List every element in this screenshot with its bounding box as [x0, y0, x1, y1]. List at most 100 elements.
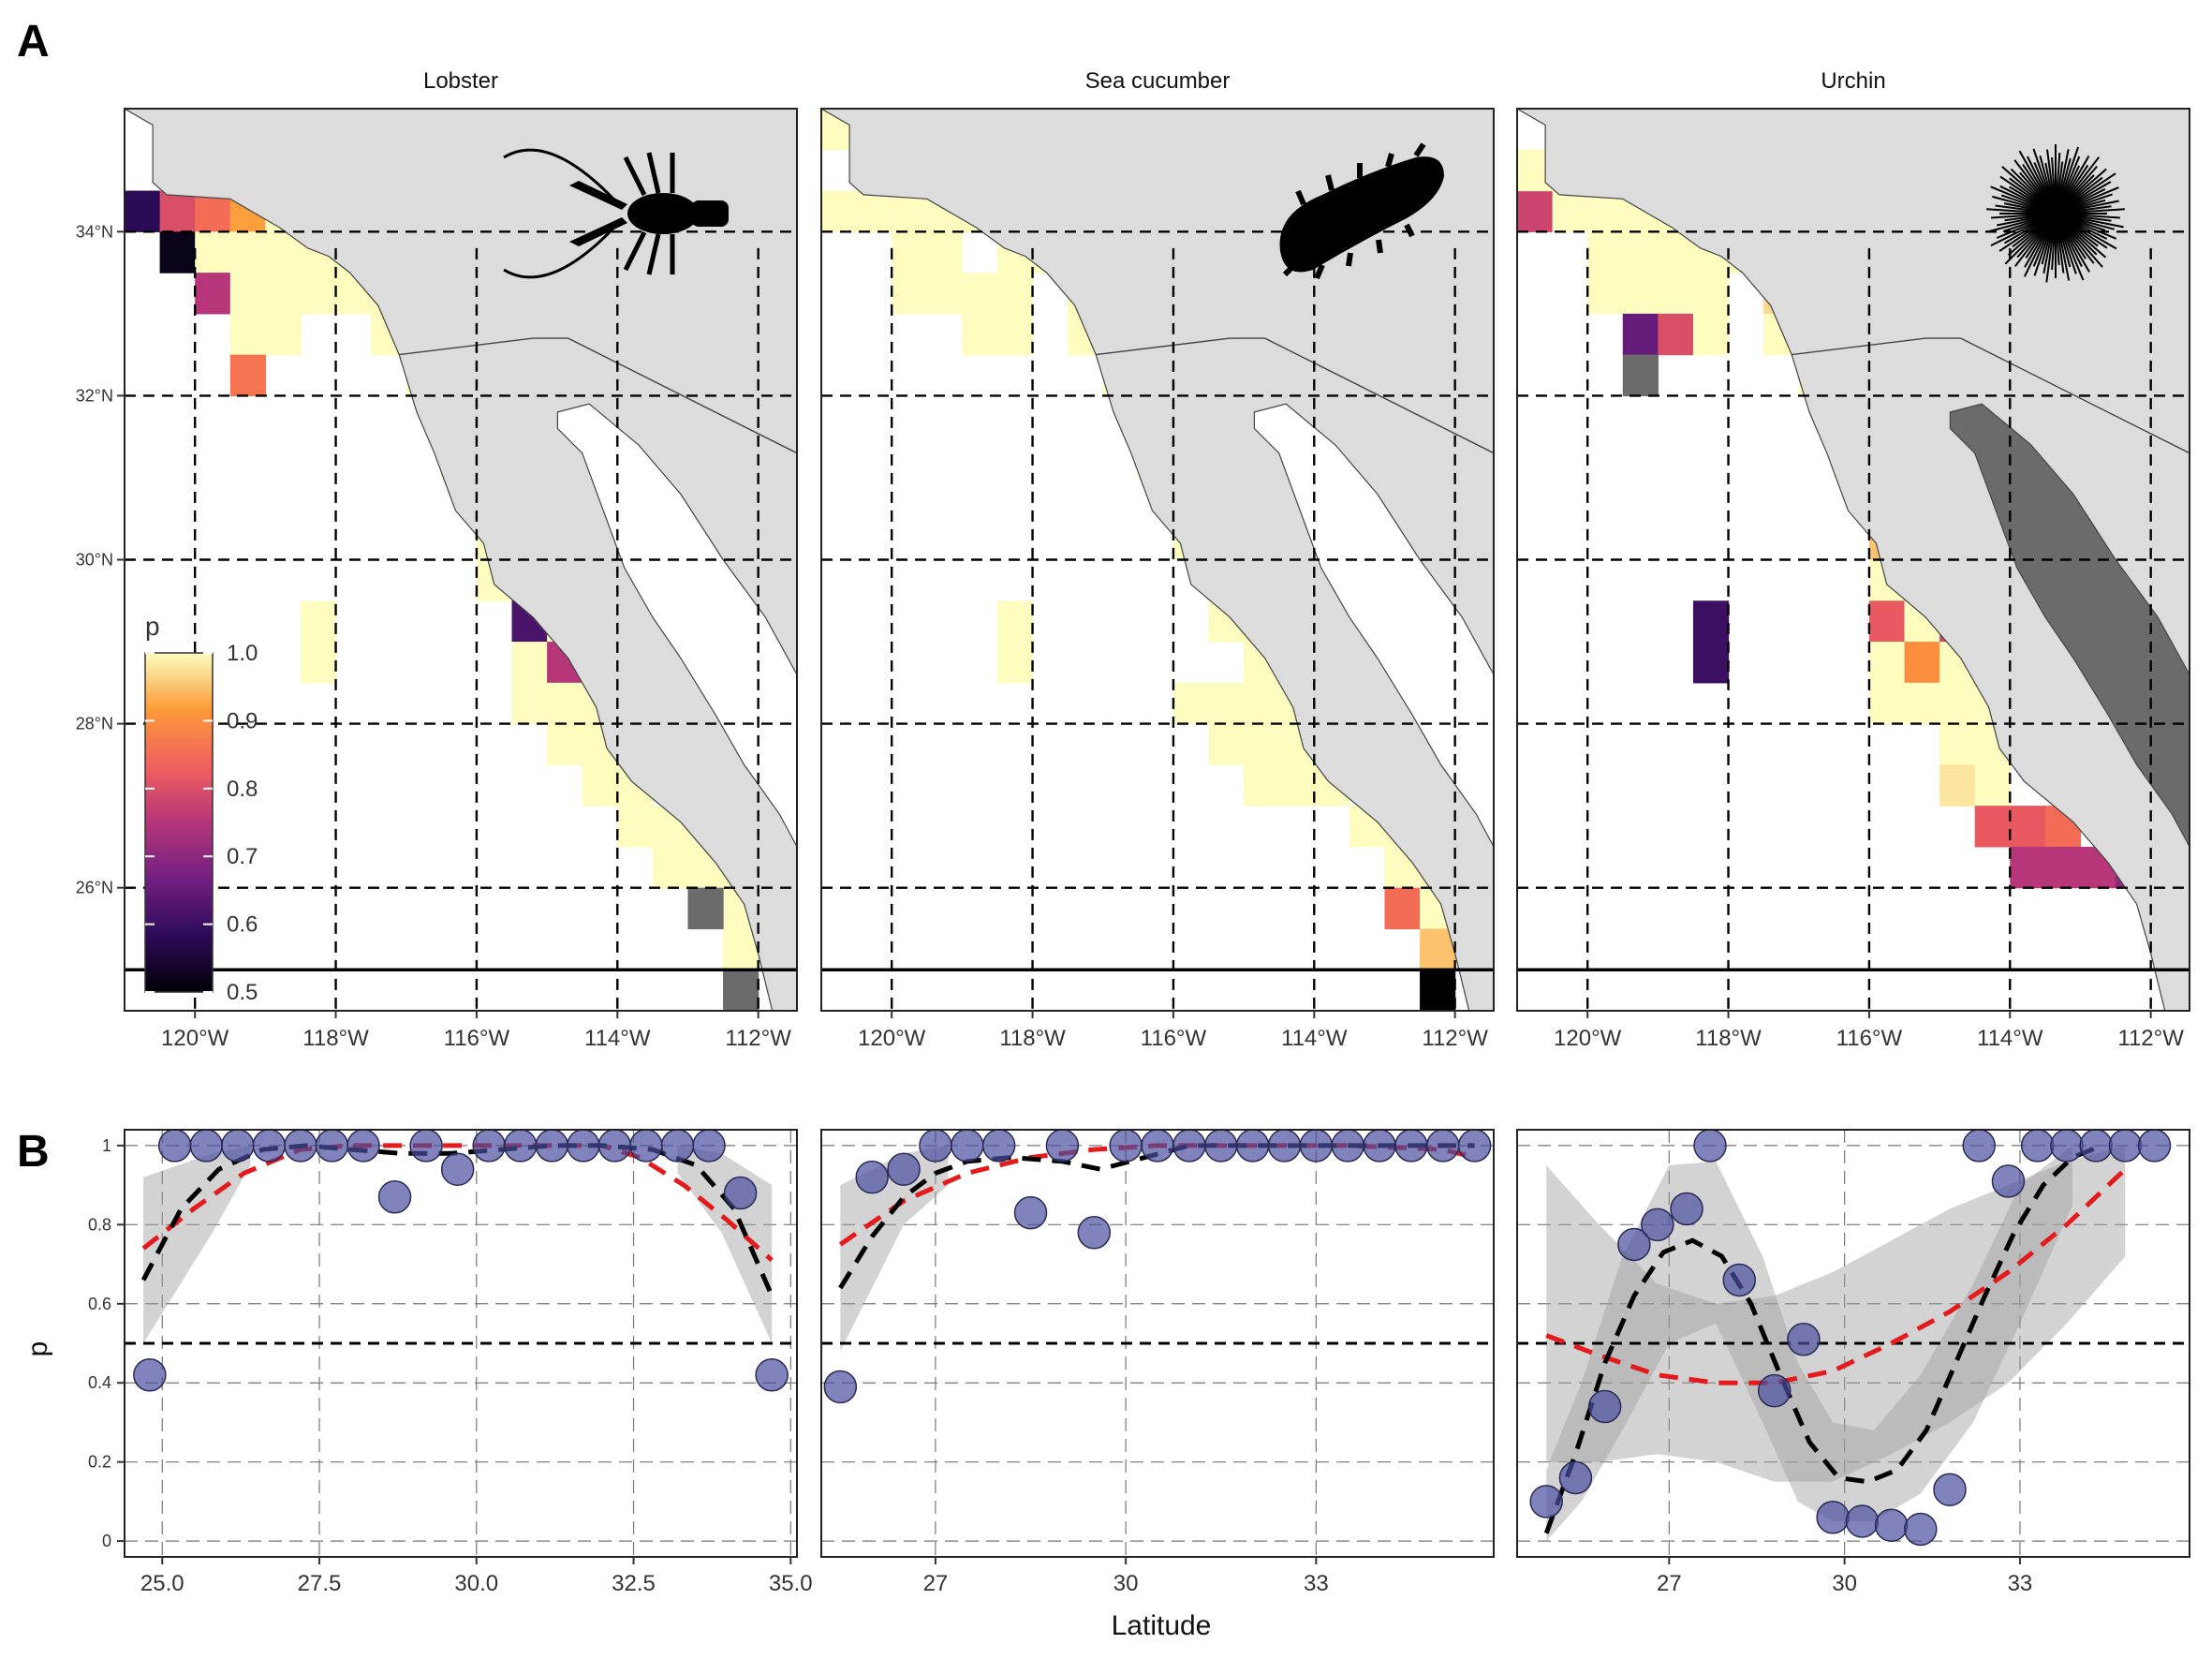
map-cell [821, 190, 858, 232]
map-panel: Sea cucumber 120°W 118°W 116°W 114°W 112°W [820, 68, 1495, 1051]
data-point [1363, 1130, 1396, 1163]
map-cell [996, 642, 1034, 684]
data-point [133, 1358, 167, 1392]
map-cell [892, 273, 928, 315]
map-cell [2010, 846, 2046, 889]
data-point [2108, 1130, 2143, 1163]
x-tick-label: 120°W [161, 1026, 229, 1051]
data-point [1991, 1164, 2026, 1198]
data-point [504, 1130, 538, 1163]
x-tick-label: 118°W [302, 1026, 369, 1051]
x-tick-label: 27.5 [298, 1571, 342, 1596]
fit-line [1545, 1167, 2128, 1385]
map-contents [125, 109, 797, 1011]
map-cell [1622, 313, 1659, 356]
x-tick-label: 116°W [1836, 1026, 1903, 1051]
data-point [823, 1370, 858, 1404]
data-point [567, 1130, 600, 1163]
legend-label: 0.6 [227, 912, 258, 938]
x-axis-title: Latitude [1112, 1610, 1212, 1641]
land-mass [1517, 109, 2190, 1011]
map-cell [265, 273, 302, 315]
data-point [535, 1130, 569, 1163]
data-point [2079, 1130, 2113, 1163]
x-tick-label: 114°W [1281, 1026, 1348, 1051]
legend-color-bar [144, 652, 214, 993]
y-tick-label: 32°N [76, 386, 113, 405]
scatter-panel: 25.0 27.5 30.0 32.5 35.0 0 0.2 0.4 0.6 0.8 1 [88, 1129, 813, 1596]
map-contents [821, 109, 1494, 1011]
plot-area [821, 1130, 1494, 1557]
x-tick-label: 118°W [999, 1026, 1066, 1051]
x-tick-label: 114°W [584, 1026, 651, 1051]
country-border [1096, 337, 1494, 454]
data-point [1235, 1130, 1270, 1163]
x-tick-label: 116°W [444, 1026, 510, 1051]
confidence-band [1546, 1145, 2126, 1482]
data-point [1874, 1508, 1909, 1542]
data-point [1722, 1263, 1757, 1297]
map-panel-title: Urchin [1821, 68, 1885, 94]
x-tick-label: 112°W [1422, 1026, 1488, 1051]
y-tick-label: 28°N [76, 715, 113, 733]
x-tick-label: 27 [1657, 1571, 1682, 1596]
map-cell [195, 273, 231, 315]
data-point [981, 1130, 1016, 1163]
map-frame [820, 108, 1495, 1012]
data-point [1331, 1130, 1364, 1163]
map-cell [996, 600, 1034, 643]
data-point [472, 1130, 506, 1163]
country-border [1792, 337, 2190, 454]
x-tick-label: 32.5 [612, 1571, 656, 1596]
data-point [2050, 1130, 2084, 1163]
map-panel: Lobster 120°W 118°W 116°W 114°W 112°W [124, 68, 798, 1051]
map-cell [617, 806, 654, 848]
scatter-panels: 25.0 27.5 30.0 32.5 35.0 0 0.2 0.4 0.6 0.8 1 27 30 33… [88, 1129, 2190, 1596]
data-point [1013, 1195, 1048, 1230]
map-cell [926, 273, 963, 315]
map-cell [1939, 723, 1976, 765]
map-cell [962, 313, 998, 356]
data-point [1904, 1512, 1938, 1547]
map-cell [265, 313, 302, 356]
map-cell [996, 313, 1034, 356]
confidence-band [1546, 1145, 2073, 1542]
data-point [221, 1130, 255, 1163]
x-tick-label: 112°W [2117, 1026, 2184, 1051]
data-point [252, 1130, 287, 1163]
plot-frame [1516, 1129, 2190, 1558]
plot-background [1517, 1130, 2190, 1557]
data-point [377, 1180, 412, 1214]
map-cell [2010, 806, 2046, 848]
map-cell [2044, 846, 2082, 889]
map-cell [856, 190, 892, 232]
map-cell [300, 273, 337, 315]
data-point [855, 1160, 889, 1194]
map-cell [229, 273, 266, 315]
data-point [1394, 1130, 1428, 1163]
map-cell [962, 273, 998, 315]
data-point [1077, 1216, 1112, 1250]
map-cell [1587, 231, 1624, 274]
color-legend: p 1.0 0.9 0.8 0.7 0.6 0.5 [144, 612, 258, 1005]
data-point [1670, 1192, 1703, 1226]
map-cell [1868, 642, 1906, 684]
data-point [1845, 1504, 1880, 1538]
map-cell [1692, 642, 1730, 684]
y-tick-label: 1 [102, 1136, 111, 1155]
data-point [692, 1130, 726, 1163]
map-cell [1208, 682, 1245, 725]
data-point [315, 1130, 349, 1163]
map-panel-title: Sea cucumber [1085, 68, 1231, 94]
x-tick-label: 33 [1304, 1571, 1329, 1596]
x-tick-label: 114°W [1977, 1026, 2043, 1051]
x-tick-label: 27 [923, 1571, 949, 1596]
map-cell [1384, 887, 1421, 930]
data-point [1641, 1207, 1674, 1242]
data-point [1045, 1130, 1080, 1163]
data-point [284, 1130, 317, 1163]
x-tick-label: 120°W [1554, 1026, 1622, 1051]
map-cell [1208, 723, 1245, 765]
map-cell [1692, 313, 1730, 356]
map-cell [1658, 313, 1694, 356]
